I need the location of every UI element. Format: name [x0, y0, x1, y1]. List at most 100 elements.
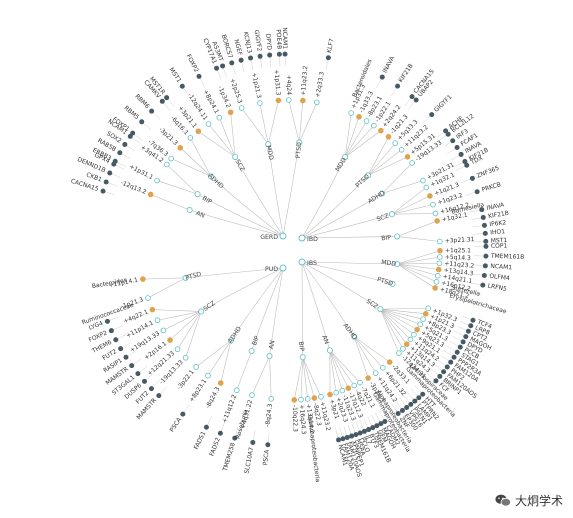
gene-label: NGEF: [232, 39, 243, 57]
locus-node: [434, 272, 441, 279]
group-label: SCZ: [234, 158, 246, 172]
gene-label: RBM5: [123, 105, 141, 122]
locus-node: [417, 321, 424, 328]
gene-node: [429, 112, 435, 118]
locus-node: [385, 134, 392, 140]
locus-node: [407, 336, 414, 343]
locus-node: [409, 160, 415, 166]
locus-node: [333, 389, 340, 396]
locus-label: +1q25.1: [445, 247, 471, 254]
gene-node: [450, 138, 456, 144]
gene-node: [458, 151, 464, 157]
gene-node: [149, 108, 155, 114]
hub-branch: [282, 142, 300, 237]
locus-node: [167, 337, 173, 343]
hub-branch: [185, 267, 284, 279]
hub-branch: [301, 175, 369, 239]
locus-link: [380, 308, 426, 315]
locus-link: [380, 308, 407, 345]
gene-node: [408, 401, 414, 407]
gene-node: [232, 435, 238, 441]
wechat-icon: [495, 494, 511, 507]
gene-label: ZNF365: [476, 165, 501, 180]
gene-node: [229, 60, 235, 66]
hub-branch: [301, 261, 393, 285]
gene-node: [129, 363, 135, 369]
locus-node: [425, 305, 431, 312]
watermark: 大炯学术: [495, 492, 563, 509]
locus-node: [400, 345, 406, 352]
hub-branch: [269, 267, 284, 357]
gene-node: [135, 371, 141, 377]
gene-label: LYG4: [88, 320, 104, 332]
locus-node: [233, 387, 240, 394]
gene-node: [250, 439, 256, 445]
locus-link: [381, 162, 413, 194]
gene-label: PRKCB: [481, 181, 502, 194]
gene-label: NCAM1: [281, 27, 289, 49]
locus-link: [298, 100, 304, 143]
gene-node: [148, 386, 154, 392]
gene-node: [123, 354, 129, 360]
locus-link: [152, 309, 202, 312]
gene-node: [118, 346, 124, 352]
locus-node: [356, 114, 362, 120]
group-node: [198, 308, 205, 315]
gene-node: [413, 97, 419, 103]
hub-node: [279, 264, 287, 272]
locus-label: +13q14.2: [305, 404, 315, 435]
hub-branch: [189, 209, 284, 237]
locus-node: [422, 311, 429, 317]
hub-node: [298, 234, 306, 242]
gene-label: GIGYF1: [433, 94, 454, 114]
gene-node: [451, 354, 457, 360]
group-label: SCZ: [365, 298, 379, 311]
locus-link: [380, 308, 404, 349]
gene-node: [117, 150, 123, 156]
locus-label: +13q14.3: [443, 267, 474, 278]
locus-label: +16q24.3: [298, 404, 307, 434]
locus-label: +11q12.2: [221, 393, 238, 424]
locus-link: [380, 308, 411, 340]
group-node: [248, 347, 255, 354]
locus-link: [220, 340, 232, 384]
gene-node: [336, 437, 342, 443]
locus-label: -8q24.3: [264, 403, 274, 427]
gene-node: [457, 344, 463, 350]
locus-label: -10q22.3: [291, 405, 299, 432]
gene-label: FOXP2: [185, 53, 200, 74]
group-label: MDD: [381, 259, 397, 268]
locus-link: [380, 308, 424, 320]
locus-node: [285, 97, 292, 103]
group-label: ADHD: [342, 322, 359, 341]
hub-branch: [301, 261, 331, 351]
locus-link: [171, 158, 212, 177]
gene-node: [482, 263, 488, 269]
hub-label: PUD: [265, 266, 278, 273]
locus-node: [365, 375, 371, 381]
locus-node: [257, 100, 263, 106]
gene-node: [370, 425, 376, 431]
watermark-text: 大炯学术: [514, 494, 563, 508]
locus-label: -3p22.1: [176, 369, 196, 392]
locus-node: [147, 191, 154, 198]
locus-link: [157, 311, 202, 321]
gene-node: [108, 328, 114, 334]
locus-link: [299, 102, 318, 143]
locus-label: -8q22.3: [312, 402, 323, 426]
group-node: [394, 261, 401, 268]
locus-node: [432, 210, 439, 217]
locus-link: [329, 350, 355, 386]
gene-label: INAVA: [382, 55, 397, 75]
gene-node: [107, 170, 113, 176]
gene-node: [349, 433, 355, 439]
gene-node: [353, 432, 359, 438]
locus-label: -12q13.2: [120, 179, 148, 196]
gene-node: [220, 63, 226, 69]
gene-node: [481, 222, 487, 228]
locus-node: [154, 317, 161, 324]
gene-node: [325, 55, 331, 61]
hub-label: GERD: [260, 234, 278, 241]
gene-node: [180, 411, 186, 417]
